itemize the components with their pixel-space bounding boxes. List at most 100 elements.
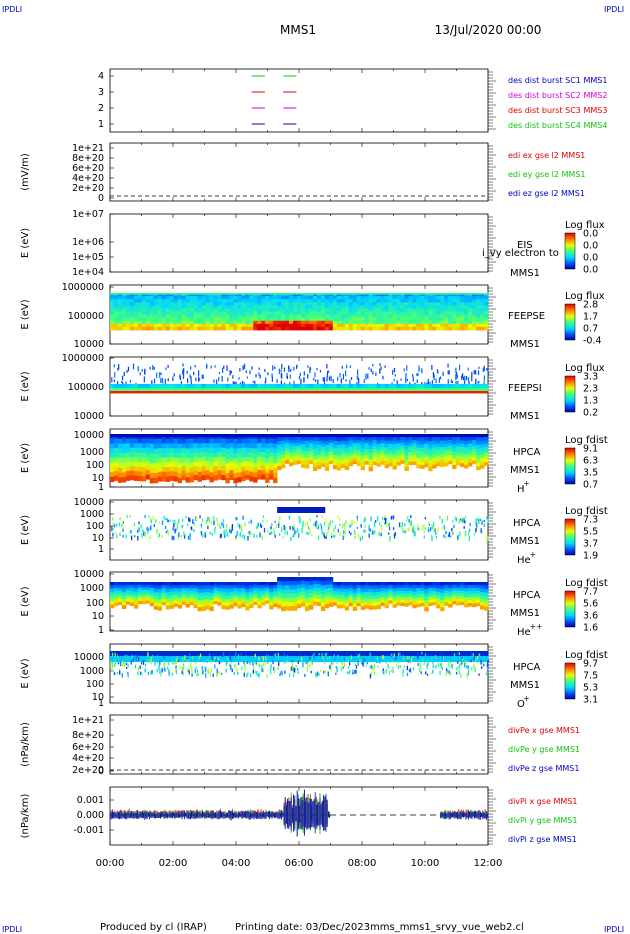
spectrogram-cell — [154, 661, 156, 666]
spectrogram-cell — [332, 587, 338, 592]
spectrogram-cell — [408, 527, 410, 531]
spectrogram-cell — [324, 596, 330, 601]
spectrogram-cell — [191, 673, 193, 677]
spectrogram-cell — [121, 384, 127, 388]
spectrogram-cell — [483, 519, 485, 522]
spectrogram-cell — [201, 582, 206, 587]
spectrogram-cell — [297, 305, 302, 309]
spectrogram-cell — [185, 515, 187, 519]
spectrogram-cell — [416, 461, 421, 465]
spectrogram-cell — [378, 522, 381, 526]
spectrogram-cell — [145, 302, 151, 306]
spectrogram-cell — [149, 599, 155, 604]
spectrogram-cell — [221, 452, 226, 458]
spectrogram-cell — [424, 437, 429, 442]
spectrogram-cell — [340, 293, 346, 295]
spectrogram-cell — [182, 664, 185, 669]
spectrogram-cell — [372, 302, 377, 306]
spectrogram-cell — [432, 293, 437, 295]
spectrogram-cell — [165, 293, 171, 295]
spectrogram-cell — [293, 652, 295, 655]
spectrogram-cell — [312, 388, 318, 391]
spectrogram-cell — [289, 656, 294, 662]
spectrogram-cell — [293, 585, 298, 590]
spectrogram-cell — [241, 475, 246, 482]
spectrogram-cell — [133, 311, 139, 315]
spectrogram-cell — [348, 437, 354, 441]
spectrogram-cell — [194, 668, 196, 674]
spectrogram-cell — [157, 651, 163, 656]
spectrogram-cell — [284, 526, 287, 532]
spectrogram-cell — [368, 463, 374, 468]
spectrogram-cell — [149, 453, 155, 459]
spectrogram-cell — [416, 447, 421, 452]
spectrogram-cell — [121, 656, 127, 662]
spectrogram-cell — [316, 308, 322, 312]
spectrogram-cell — [185, 326, 190, 331]
overflow-label: i_vy electron to — [482, 248, 559, 259]
spectrogram-cell — [472, 600, 477, 605]
spectrogram-cell — [289, 311, 294, 315]
spectrogram-cell — [114, 652, 116, 657]
spectrogram-cell — [161, 462, 167, 468]
spectrogram-cell — [297, 448, 302, 453]
spectrogram-cell — [452, 461, 457, 466]
spectrogram-cell — [205, 293, 210, 297]
spectrogram-cell — [460, 590, 465, 594]
spectrogram-cell — [402, 528, 404, 532]
spectrogram-cell — [241, 314, 246, 319]
spectrogram-cell — [165, 308, 171, 312]
spectrogram-cell — [221, 475, 226, 481]
spectrogram-cell — [297, 660, 299, 665]
spectrogram-cell — [193, 391, 198, 394]
spectrogram-cell — [241, 597, 246, 601]
spectrogram-cell — [273, 391, 278, 394]
spectrogram-cell — [293, 601, 298, 607]
spectrogram-cell — [197, 657, 200, 661]
spectrogram-cell — [328, 326, 334, 331]
spectrogram-cell — [406, 365, 408, 371]
spectrogram-cell — [217, 299, 222, 303]
spectrogram-cell — [344, 444, 350, 449]
spectrogram-cell — [444, 317, 449, 322]
spectrogram-cell — [269, 452, 274, 458]
spectrogram-cell — [285, 451, 290, 456]
spectrogram-cell — [440, 456, 445, 461]
spectrogram-cell — [289, 293, 294, 297]
spectrogram-cell — [440, 311, 445, 315]
spectrogram-cell — [364, 524, 366, 528]
spectrogram-cell — [145, 311, 151, 315]
spectrogram-cell — [205, 598, 210, 603]
spectrogram-cell — [436, 293, 441, 295]
spectrogram-cell — [141, 471, 147, 477]
spectrogram-cell — [182, 373, 185, 379]
spectrogram-cell — [374, 530, 376, 534]
spectrogram-cell — [457, 534, 459, 540]
spectrogram-cell — [323, 521, 326, 526]
spectrogram-cell — [424, 323, 429, 328]
spectrogram-cell — [316, 311, 322, 315]
spectrogram-cell — [273, 463, 278, 469]
spectrogram-cell — [258, 657, 260, 661]
spectrogram-cell — [440, 434, 445, 437]
spectrogram-cell — [484, 449, 489, 454]
spectrogram-cell — [461, 518, 464, 523]
spectrogram-cell — [257, 663, 260, 667]
spectrogram-cell — [121, 443, 127, 449]
spectrogram-cell — [117, 314, 123, 319]
spectrogram-cell — [187, 378, 189, 383]
spectrogram-cell — [257, 293, 262, 295]
spectrogram-cell — [360, 451, 366, 456]
spectrogram-cell — [476, 437, 481, 442]
spectrogram-cell — [456, 308, 461, 312]
spectrogram-cell — [141, 587, 147, 591]
spectrogram-cell — [173, 452, 179, 459]
spectrogram-cell — [412, 458, 417, 462]
spectrogram-cell — [293, 380, 295, 387]
spectrogram-cell — [428, 384, 433, 388]
spectrogram-cell — [193, 582, 198, 586]
spectrogram-cell — [205, 320, 210, 325]
spectrogram-cell — [253, 472, 258, 478]
spectrogram-cell — [181, 434, 186, 437]
spectrogram-cell — [298, 515, 300, 520]
